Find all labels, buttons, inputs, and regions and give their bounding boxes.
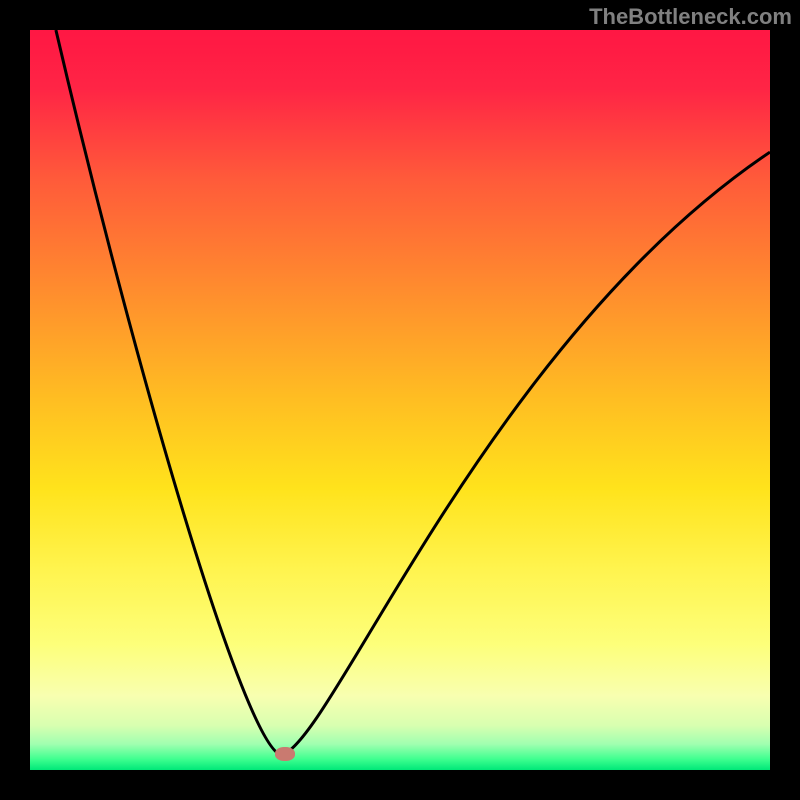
plot-area xyxy=(30,30,770,770)
optimum-marker xyxy=(275,747,295,761)
bottleneck-curve xyxy=(30,30,770,770)
watermark-text: TheBottleneck.com xyxy=(589,4,792,30)
chart-container: TheBottleneck.com xyxy=(0,0,800,800)
